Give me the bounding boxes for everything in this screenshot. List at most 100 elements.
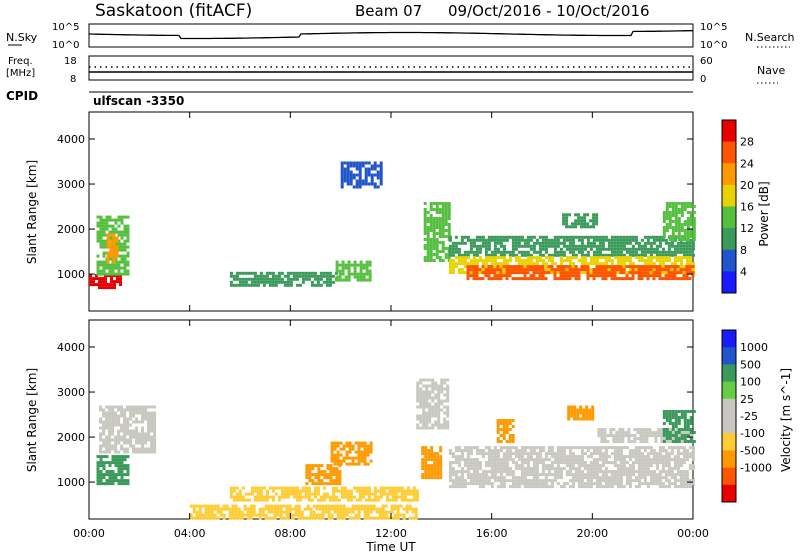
heatmap-cell (671, 440, 675, 443)
heatmap-cell (381, 504, 385, 508)
heatmap-cell (639, 428, 643, 432)
heatmap-cell (123, 269, 127, 273)
heatmap-cell (274, 280, 278, 284)
velocity-colorbar-frame (721, 329, 737, 503)
heatmap-cell (643, 461, 647, 465)
heatmap-cell (665, 437, 669, 440)
heatmap-cell (664, 473, 668, 477)
heatmap-cell (285, 504, 289, 508)
heatmap-cell (334, 495, 338, 499)
heatmap-cell (583, 219, 587, 223)
heatmap-cell (598, 241, 602, 245)
heatmap-cell (414, 516, 418, 520)
heatmap-cell (628, 256, 632, 260)
heatmap-cell (496, 274, 500, 278)
heatmap-cell (117, 242, 121, 246)
heatmap-cell (496, 470, 500, 474)
heatmap-cell (667, 256, 671, 260)
heatmap-cell (472, 467, 476, 471)
heatmap-cell (490, 455, 494, 459)
heatmap-cell (577, 461, 581, 465)
heatmap-cell (487, 259, 491, 263)
velocity-colorbar-tick: -1000 (740, 462, 772, 475)
heatmap-cell (106, 251, 110, 255)
heatmap-cell (523, 250, 527, 254)
heatmap-cell (99, 269, 103, 273)
heatmap-cell (259, 271, 263, 275)
heatmap-cell (425, 405, 429, 409)
heatmap-cell (643, 241, 647, 245)
heatmap-cell (628, 467, 632, 471)
heatmap-cell (625, 241, 629, 245)
heatmap-cell (382, 489, 386, 493)
heatmap-cell (322, 486, 326, 490)
heatmap-cell (499, 256, 503, 260)
heatmap-cell (643, 479, 647, 483)
heatmap-cell (435, 247, 439, 250)
heatmap-cell (520, 476, 524, 480)
heatmap-cell (613, 238, 617, 242)
heatmap-cell (463, 464, 467, 468)
heatmap-cell (108, 224, 112, 228)
heatmap-cell (658, 253, 662, 257)
heatmap-cell (286, 486, 290, 490)
heatmap-cell (348, 510, 352, 514)
heatmap-cell (574, 219, 578, 223)
heatmap-cell (676, 265, 680, 269)
heatmap-cell (520, 262, 524, 266)
heatmap-cell (147, 417, 151, 421)
heatmap-cell (565, 277, 569, 281)
heatmap-cell (434, 387, 438, 391)
heatmap-cell (613, 241, 617, 245)
heatmap-cell (604, 238, 608, 242)
heatmap-cell (592, 473, 596, 477)
heatmap-cell (649, 482, 653, 486)
heatmap-cell (502, 265, 506, 269)
heatmap-cell (673, 482, 677, 486)
heatmap-cell (463, 241, 467, 245)
heatmap-cell (517, 259, 521, 263)
heatmap-cell (591, 411, 595, 415)
heatmap-cell (138, 438, 142, 442)
heatmap-cell (576, 411, 580, 415)
heatmap-cell (342, 456, 346, 460)
heatmap-cell (150, 405, 154, 409)
heatmap-cell (661, 485, 665, 489)
heatmap-cell (668, 419, 672, 422)
heatmap-cell (610, 274, 614, 278)
heatmap-cell (111, 426, 115, 430)
heatmap-cell (403, 492, 407, 496)
heatmap-cell (126, 230, 130, 234)
heatmap-cell (232, 495, 236, 499)
heatmap-cell (384, 516, 388, 520)
heatmap-cell (241, 277, 245, 281)
heatmap-cell (619, 241, 623, 245)
heatmap-cell (259, 489, 263, 493)
heatmap-cell (574, 470, 578, 474)
heatmap-cell (676, 446, 680, 450)
heatmap-cell (637, 461, 641, 465)
heatmap-cell (367, 170, 371, 174)
heatmap-cell (153, 426, 157, 430)
heatmap-cell (422, 378, 426, 382)
heatmap-cell (601, 247, 605, 251)
heatmap-cell (622, 455, 626, 459)
heatmap-cell (688, 479, 692, 483)
heatmap-cell (652, 473, 656, 477)
heatmap-cell (123, 260, 127, 264)
heatmap-cell (120, 458, 124, 462)
heatmap-cell (102, 426, 106, 430)
heatmap-cell (674, 235, 678, 238)
heatmap-cell (314, 482, 318, 486)
heatmap-cell (627, 434, 631, 438)
heatmap-cell (322, 274, 326, 278)
heatmap-cell (373, 495, 377, 499)
heatmap-cell (352, 486, 356, 490)
heatmap-cell (433, 473, 437, 477)
heatmap-cell (141, 447, 145, 451)
heatmap-cell (643, 250, 647, 254)
heatmap-cell (295, 274, 299, 278)
heatmap-cell (126, 408, 130, 412)
heatmap-cell (204, 513, 208, 517)
heatmap-cell (490, 464, 494, 468)
